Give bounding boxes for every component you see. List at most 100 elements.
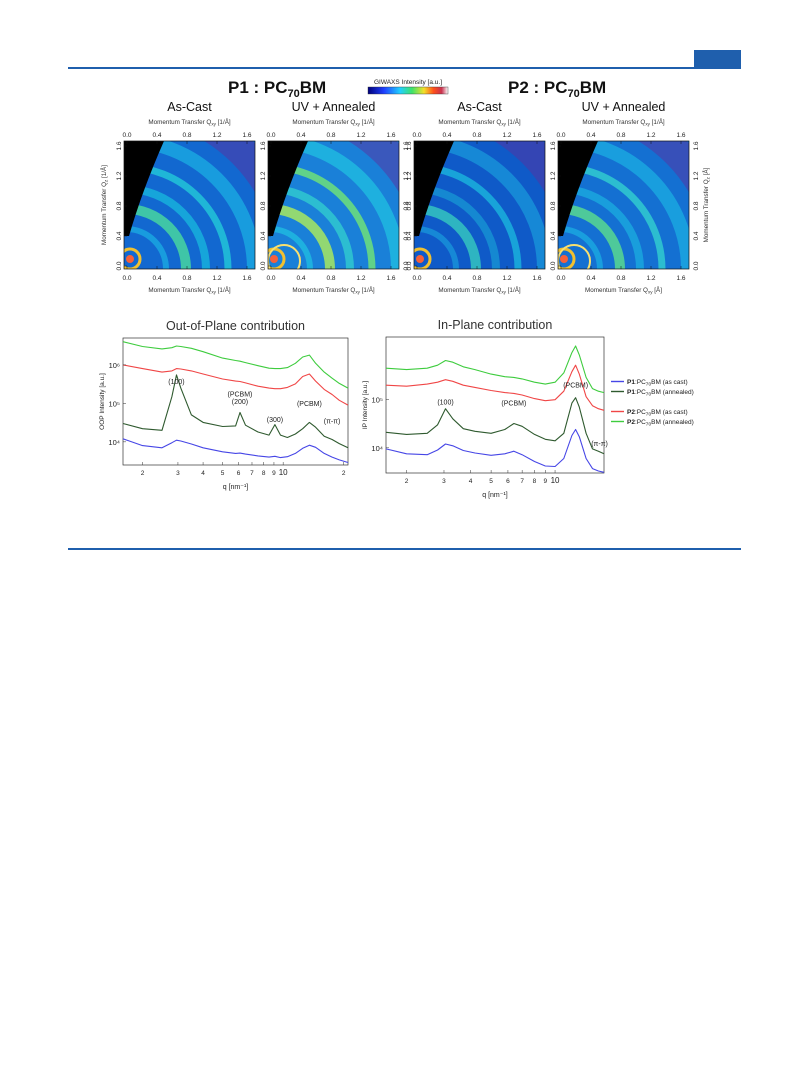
panel-frame [413, 140, 546, 270]
right-tick-label: 0.8 [693, 201, 700, 210]
missing-wedge [414, 141, 454, 236]
series-line [122, 341, 349, 389]
left-tick-label: 0.8 [550, 201, 557, 210]
peak-annotation: (PCBM) [228, 392, 253, 399]
top-axis-label: Momentum Transfer Qxy [1/Å] [148, 117, 231, 127]
y-tick-label: 10⁵ [109, 399, 120, 408]
low-q-ring [414, 247, 432, 269]
top-tick-label: 1.2 [646, 132, 655, 139]
top-tick-label: 0.4 [152, 132, 161, 139]
figure: P1 : PC70BM P2 : PC70BM GIWAXS Intensity… [99, 78, 711, 499]
top-axis-label: Momentum Transfer Qxy [1/Å] [438, 117, 521, 127]
outer-halo [348, 141, 399, 193]
top-tick-label: 0.0 [122, 132, 131, 139]
x-tick-label: 7 [520, 478, 524, 485]
scattering-ring [269, 226, 313, 269]
giwaxs-panel: UV + Annealed Momentum Transfer Qxy [1/Å]… [550, 100, 700, 295]
oop-chart: Out-of-Plane contribution 2 3 4 5 6 7 8 9 10 2 10⁴ 1… [99, 319, 349, 491]
peak-annotation: (100) [437, 399, 453, 406]
colorbar-label: GIWAXS Intensity [a.u.] [374, 79, 442, 86]
top-tick-label: 0.0 [266, 132, 275, 139]
y-tick-label: 10⁵ [372, 396, 383, 405]
legend-label: P1:PC70BM (annealed) [627, 389, 694, 398]
top-tick-label: 0.4 [586, 132, 595, 139]
top-tick-label: 0.0 [412, 132, 421, 139]
peak-annotation: (PCBM) [297, 401, 322, 408]
left-tick-label: 1.6 [550, 141, 557, 150]
giwaxs-image [124, 141, 255, 269]
legend-label: P2:PC70BM (as cast) [627, 409, 688, 418]
left-tick-label: 0.4 [116, 231, 123, 240]
giwaxs-image [414, 141, 545, 269]
right-tick-label: 0.0 [693, 261, 700, 270]
right-tick-label: 1.6 [693, 141, 700, 150]
top-tick-label: 1.6 [532, 132, 541, 139]
scattering-ring [415, 226, 459, 269]
series-line [122, 438, 349, 464]
outer-halo [204, 141, 255, 193]
left-tick-label: 0.8 [116, 201, 123, 210]
scattering-ring [559, 204, 625, 269]
giwaxs-panel: UV + Annealed Momentum Transfer Qxy [1/Å]… [260, 100, 410, 295]
low-q-ring [124, 247, 142, 269]
series-line [385, 397, 605, 455]
bottom-tick-label: 1.2 [212, 275, 221, 282]
top-tick-label: 1.2 [356, 132, 365, 139]
giwaxs-image [558, 141, 689, 269]
bottom-axis-label: Momentum Transfer Qxy [1/Å] [292, 285, 375, 295]
chart-legend: P1:PC70BM (as cast)P1:PC70BM (annealed) P… [611, 379, 694, 428]
x-tick-label: 3 [442, 478, 446, 485]
peak-annotation: (300) [267, 417, 283, 424]
x-tick-label: 6 [506, 478, 510, 485]
bottom-tick-label: 0.4 [152, 275, 161, 282]
outer-halo [494, 141, 545, 193]
bottom-tick-label: 1.6 [532, 275, 541, 282]
x-tick-label: 10 [551, 476, 560, 485]
peak-annotation: (PCBM) [501, 401, 526, 408]
beam-center [126, 255, 134, 263]
left-tick-label: 0.8 [260, 201, 267, 210]
top-tick-label: 0.8 [182, 132, 191, 139]
top-tick-label: 1.6 [386, 132, 395, 139]
left-tick-label: 0.4 [260, 231, 267, 240]
top-tick-label: 0.0 [556, 132, 565, 139]
scattering-ring [125, 226, 169, 269]
top-tick-label: 1.6 [676, 132, 685, 139]
outer-halo [638, 141, 689, 193]
legend-label: P2:PC70BM (annealed) [627, 419, 694, 428]
left-tick-label: 1.2 [550, 171, 557, 180]
bottom-tick-label: 1.6 [242, 275, 251, 282]
right-tick-label: 0.4 [693, 231, 700, 240]
x-tick-label: 3 [176, 470, 180, 477]
chart-title: In-Plane contribution [438, 318, 553, 332]
x-tick-label: 4 [201, 470, 205, 477]
plot-frame [385, 336, 605, 474]
panel-frame [557, 140, 690, 270]
scattering-ring [125, 204, 191, 269]
series-line [385, 364, 605, 411]
peak-annotation: (PCBM) [563, 382, 588, 389]
series-line [122, 364, 349, 406]
bottom-tick-label: 1.2 [356, 275, 365, 282]
giwaxs-panel: As-Cast Momentum Transfer Qxy [1/Å] Moment… [116, 100, 256, 295]
bottom-tick-label: 1.6 [676, 275, 685, 282]
series-line [385, 345, 605, 394]
bottom-tick-label: 0.8 [472, 275, 481, 282]
right-tick-label: 1.2 [403, 171, 410, 180]
peak-annotation: (π-π) [591, 441, 608, 448]
peak-annotation: (200) [232, 399, 248, 406]
bottom-tick-label: 0.8 [616, 275, 625, 282]
right-tick-label: 1.6 [403, 141, 410, 150]
bottom-tick-label: 1.2 [502, 275, 511, 282]
top-axis-label: Momentum Transfer Qxy [1/Å] [292, 117, 375, 127]
top-tick-label: 0.4 [442, 132, 451, 139]
bottom-axis-label: Momentum Transfer Qxy [Å] [585, 285, 662, 295]
x-tick-label: 9 [544, 478, 548, 485]
chart-title: Out-of-Plane contribution [166, 319, 305, 333]
left-tick-label: 0.0 [260, 261, 267, 270]
panel-title: UV + Annealed [292, 100, 376, 114]
right-tick-label: 0.0 [403, 261, 410, 270]
left-tick-label: 0.0 [116, 261, 123, 270]
y-tick-label: 10⁴ [108, 438, 120, 447]
x-axis-label: q [nm⁻¹] [223, 484, 249, 491]
